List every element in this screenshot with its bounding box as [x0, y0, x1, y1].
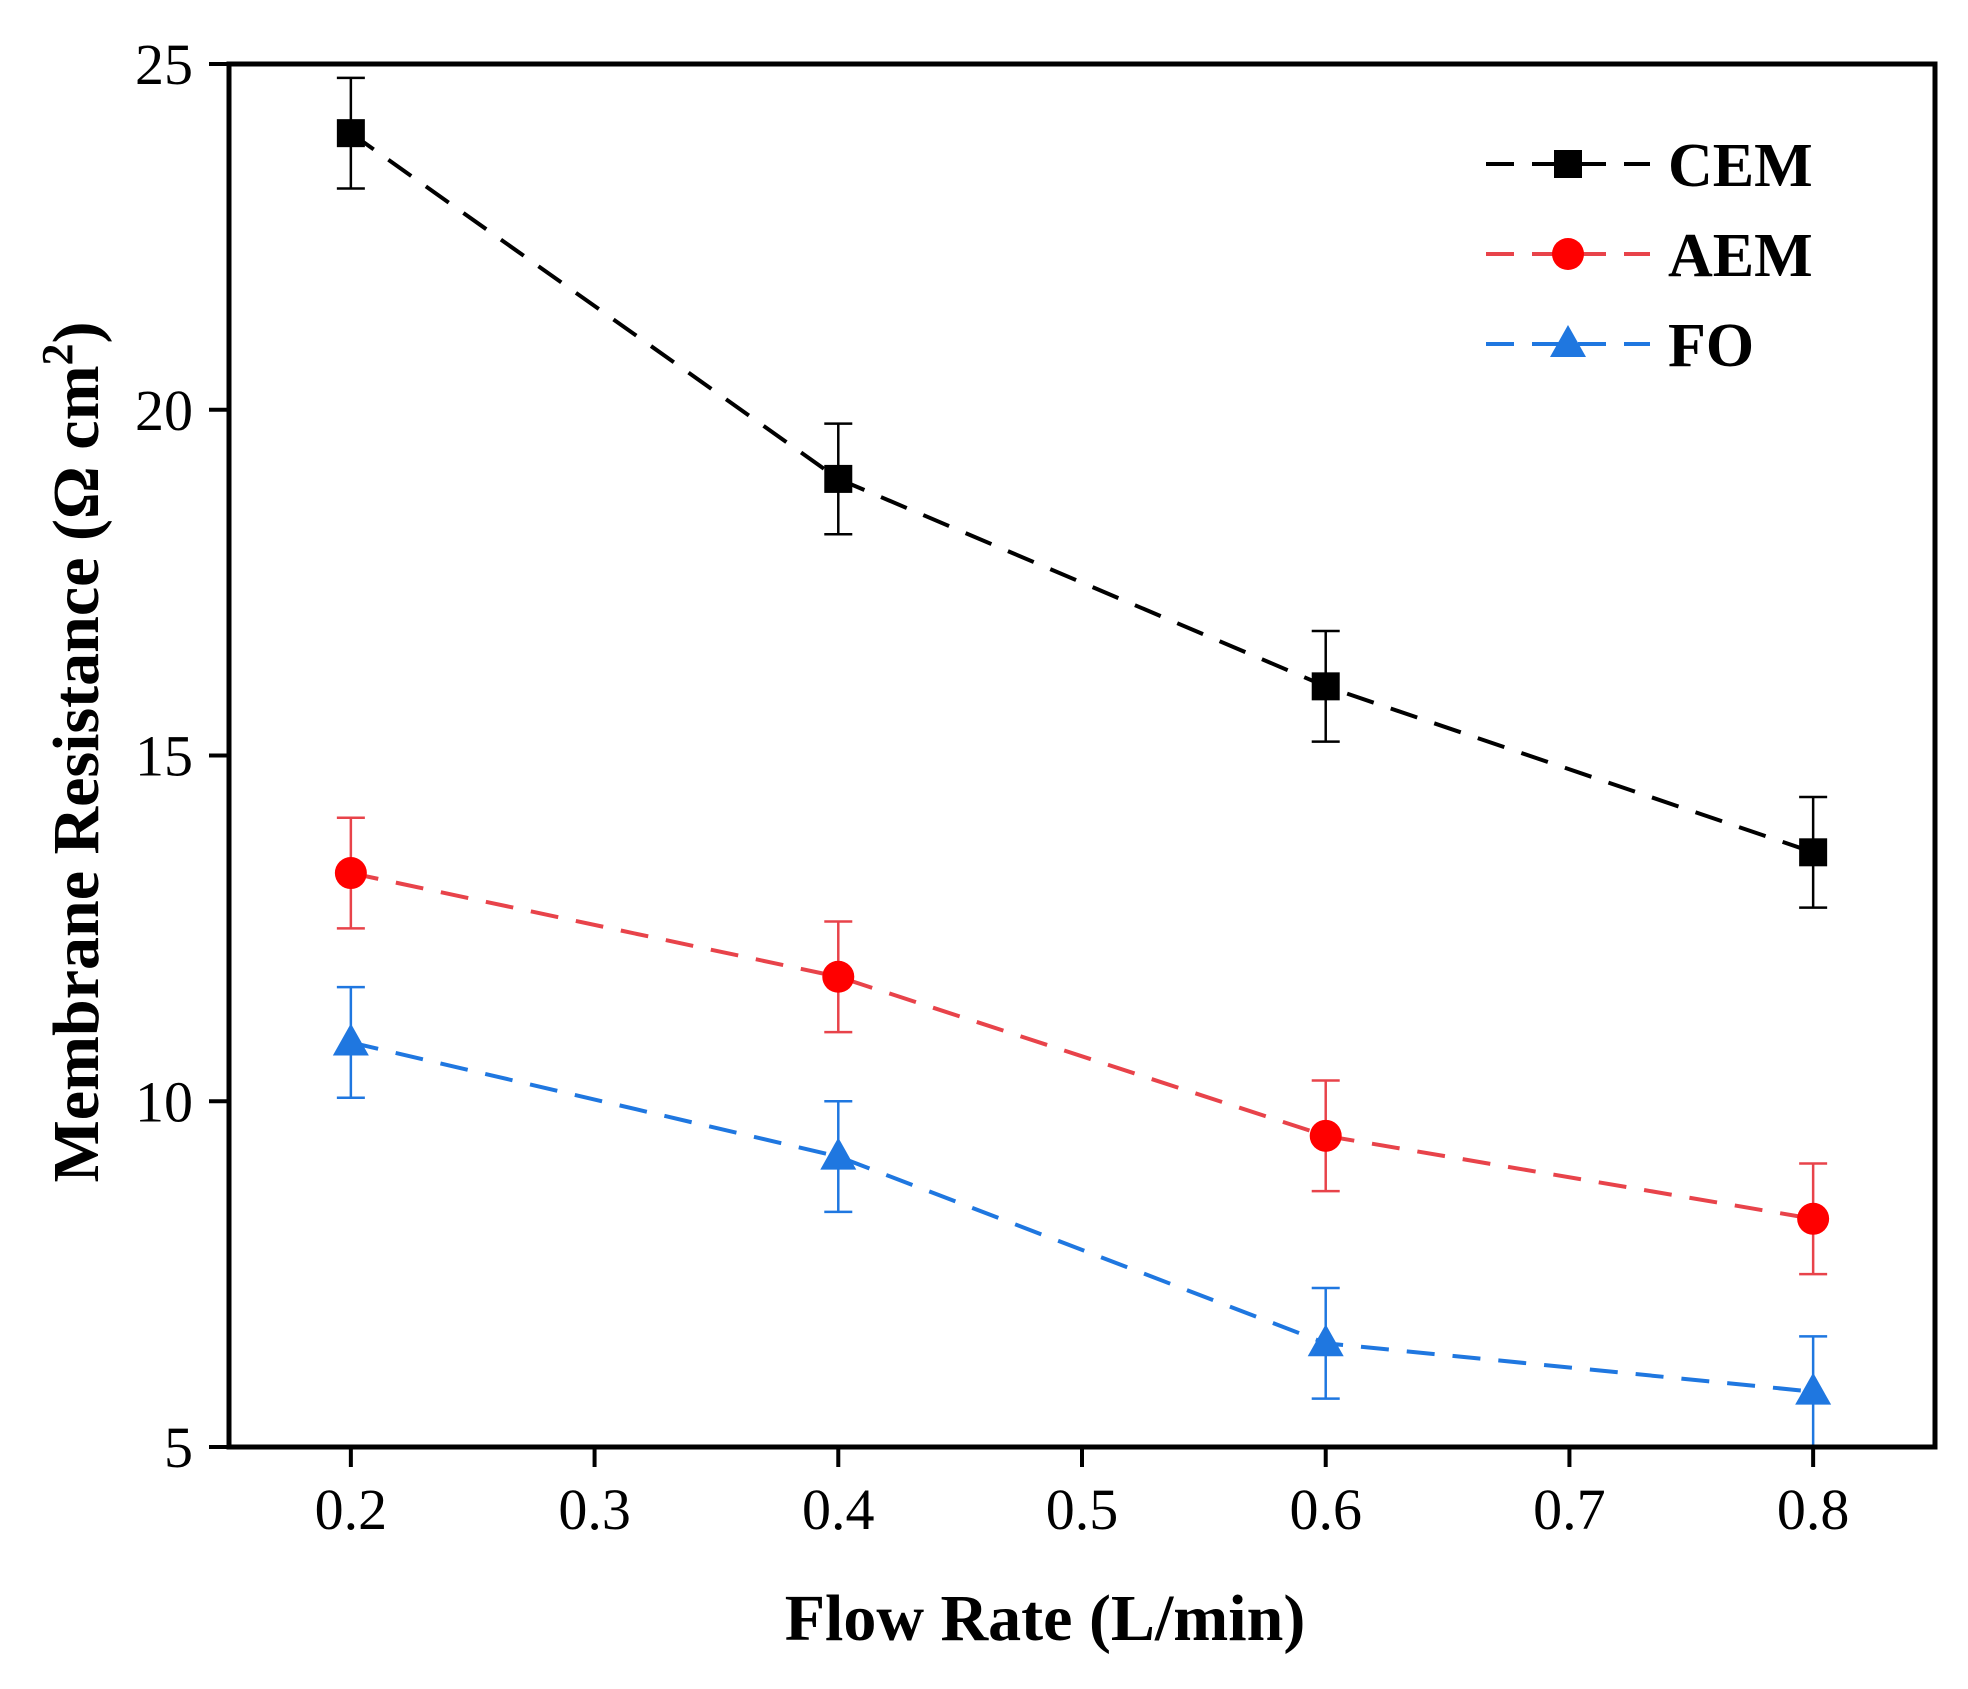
data-point-aem [822, 960, 855, 993]
y-tick-label: 10 [135, 1069, 193, 1134]
x-tick-label: 0.7 [1533, 1477, 1606, 1542]
series-aem [334, 816, 1830, 1276]
x-tick-label: 0.8 [1777, 1477, 1850, 1542]
legend-marker-cem [1554, 150, 1582, 178]
series-line-aem [350, 871, 1814, 1221]
legend-label-cem: CEM [1668, 132, 1813, 200]
legend-item-fo: FO [1486, 312, 1754, 380]
data-point-fo [1307, 1324, 1344, 1357]
legend-item-aem: AEM [1486, 222, 1813, 290]
series-layer [332, 76, 1832, 1449]
series-fo [332, 985, 1832, 1449]
y-tick-label: 20 [135, 378, 193, 443]
data-point-cem [1311, 672, 1340, 701]
y-axis-title-close: ) [40, 321, 113, 343]
series-line-cem [349, 131, 1814, 855]
data-point-cem [1799, 838, 1828, 867]
legend: CEM AEM FO [1486, 132, 1813, 380]
legend-marker-aem [1552, 238, 1584, 270]
y-axis-title: Membrane Resistance (Ω cm2) [33, 321, 113, 1182]
data-point-fo [1795, 1372, 1832, 1405]
data-point-aem [334, 857, 367, 890]
legend-label-fo: FO [1668, 312, 1754, 380]
x-tick-label: 0.3 [558, 1477, 631, 1542]
x-tick-label: 0.2 [315, 1477, 388, 1542]
legend-marker-fo [1550, 325, 1586, 357]
series-cem [336, 76, 1828, 909]
axis-layer: 0.2 0.3 0.4 0.5 0.6 0.7 0.8 5 10 15 20 25 [135, 32, 1938, 1542]
legend-item-cem: CEM [1486, 132, 1813, 200]
data-point-aem [1309, 1119, 1342, 1152]
legend-label-aem: AEM [1668, 222, 1813, 290]
y-axis-title-superscript: 2 [33, 343, 82, 365]
data-point-cem [336, 119, 365, 148]
series-line-fo [350, 1040, 1814, 1394]
y-tick-label: 15 [135, 724, 193, 789]
data-point-aem [1797, 1202, 1830, 1235]
data-point-cem [824, 464, 853, 493]
y-tick-label: 25 [135, 32, 193, 97]
x-tick-label: 0.6 [1289, 1477, 1362, 1542]
y-tick-label: 5 [164, 1415, 193, 1480]
x-axis-title: Flow Rate (L/min) [785, 1582, 1306, 1655]
data-point-fo [820, 1137, 857, 1170]
data-point-fo [332, 1023, 369, 1056]
x-tick-label: 0.4 [802, 1477, 875, 1542]
y-axis-title-main: Membrane Resistance (Ω cm [40, 365, 113, 1182]
x-tick-label: 0.5 [1046, 1477, 1119, 1542]
